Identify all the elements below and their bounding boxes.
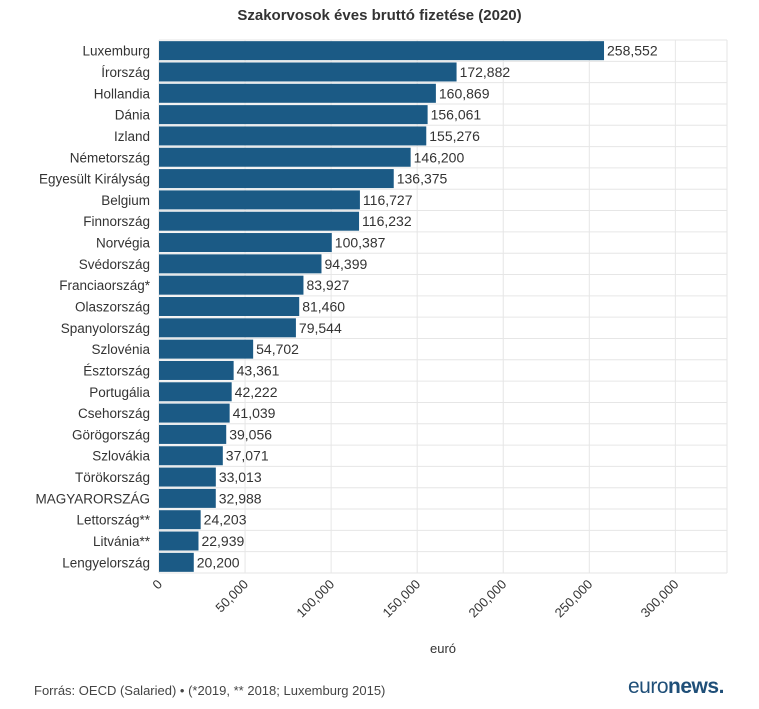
bar bbox=[159, 105, 428, 125]
category-labels: Luxemburg Írország Hollandia Dánia Izland Ném… bbox=[35, 44, 150, 571]
bar-value-label: 43,361 bbox=[237, 362, 280, 378]
category-label: Spanyolország bbox=[61, 321, 150, 336]
category-label: Törökország bbox=[75, 470, 150, 485]
category-label: Belgium bbox=[101, 193, 150, 208]
bar bbox=[159, 169, 394, 189]
category-label: Egyesült Királyság bbox=[39, 172, 150, 187]
category-label: Norvégia bbox=[96, 236, 151, 251]
category-label: Szlovákia bbox=[92, 449, 150, 464]
bar bbox=[159, 424, 227, 444]
category-label: Svédország bbox=[79, 257, 150, 272]
bar bbox=[159, 552, 194, 572]
bar bbox=[159, 254, 322, 274]
source-note: Forrás: OECD (Salaried) • (*2019, ** 201… bbox=[34, 683, 386, 698]
bar-value-label: 54,702 bbox=[256, 341, 299, 357]
category-label: Franciaország* bbox=[59, 278, 151, 293]
category-label: Lettország** bbox=[76, 513, 150, 528]
bar-value-label: 32,988 bbox=[219, 490, 262, 506]
bar-value-label: 116,232 bbox=[362, 213, 412, 229]
value-labels: 258,552 172,882 160,869 156,061 155,276 146,2… bbox=[197, 43, 658, 571]
bar-value-label: 116,727 bbox=[363, 192, 413, 208]
bar-value-label: 81,460 bbox=[302, 299, 345, 315]
x-tick-label: 300,000 bbox=[638, 577, 682, 621]
bar bbox=[159, 510, 201, 530]
bar-value-label: 136,375 bbox=[397, 171, 448, 187]
category-label: Hollandia bbox=[94, 86, 151, 101]
bar-value-label: 79,544 bbox=[299, 320, 342, 336]
bar bbox=[159, 446, 223, 466]
bar-value-label: 42,222 bbox=[235, 384, 278, 400]
logo-text-light: euro bbox=[628, 675, 669, 698]
category-label: Portugália bbox=[89, 385, 150, 400]
bar bbox=[159, 467, 216, 487]
category-label: Csehország bbox=[78, 406, 150, 421]
bar bbox=[159, 126, 427, 146]
bar bbox=[159, 360, 234, 380]
category-label: Finnország bbox=[83, 214, 150, 229]
bar-value-label: 156,061 bbox=[431, 107, 482, 123]
bar-value-label: 146,200 bbox=[414, 149, 465, 165]
bar bbox=[159, 147, 411, 167]
bar-value-label: 33,013 bbox=[219, 469, 262, 485]
category-label: Dánia bbox=[115, 108, 151, 123]
bar-value-label: 41,039 bbox=[233, 405, 276, 421]
bar bbox=[159, 233, 332, 253]
chart-title: Szakorvosok éves bruttó fizetése (2020) bbox=[237, 7, 522, 24]
logo-dot: . bbox=[718, 675, 725, 698]
x-tick-label: 200,000 bbox=[466, 577, 510, 621]
bar bbox=[159, 297, 300, 316]
bar-value-label: 24,203 bbox=[204, 512, 247, 528]
bar-value-label: 83,927 bbox=[306, 277, 349, 293]
x-tick-label: 0 bbox=[149, 577, 165, 593]
bar-value-label: 94,399 bbox=[324, 256, 367, 272]
category-label: Luxemburg bbox=[82, 44, 150, 59]
bar-value-label: 22,939 bbox=[201, 533, 244, 549]
bar bbox=[159, 211, 360, 231]
category-label: Litvánia** bbox=[93, 534, 151, 549]
x-tick-label: 100,000 bbox=[293, 577, 337, 621]
category-label: Olaszország bbox=[75, 300, 150, 315]
bar-value-label: 37,071 bbox=[226, 448, 269, 464]
bar bbox=[159, 339, 254, 359]
bar bbox=[159, 318, 296, 338]
bar bbox=[159, 62, 457, 82]
x-tick-label: 250,000 bbox=[552, 577, 596, 621]
x-axis-title: euró bbox=[430, 641, 456, 656]
bar-value-label: 20,200 bbox=[197, 554, 240, 570]
bar bbox=[159, 403, 230, 423]
bar bbox=[159, 41, 605, 61]
category-label: Izland bbox=[114, 129, 150, 144]
bar-value-label: 258,552 bbox=[607, 43, 658, 59]
bar bbox=[159, 531, 199, 551]
x-axis-ticks: 0 50,000 100,000 150,000 200,000 250,000 300,0… bbox=[149, 577, 681, 621]
bar bbox=[159, 83, 436, 103]
category-label: Írország bbox=[101, 65, 150, 80]
category-label: Görögország bbox=[72, 427, 150, 442]
bar-value-label: 100,387 bbox=[335, 235, 386, 251]
category-label: Szlovénia bbox=[91, 342, 150, 357]
bar bbox=[159, 275, 304, 295]
bar-value-label: 160,869 bbox=[439, 85, 490, 101]
category-label: Németország bbox=[70, 150, 150, 165]
logo-text-bold: news bbox=[668, 675, 719, 698]
x-tick-label: 150,000 bbox=[379, 577, 423, 621]
euronews-logo: euronews. bbox=[628, 676, 724, 697]
category-label: Lengyelország bbox=[62, 555, 150, 570]
bar-value-label: 172,882 bbox=[460, 64, 511, 80]
bar-value-label: 39,056 bbox=[229, 426, 272, 442]
bar-value-label: 155,276 bbox=[429, 128, 480, 144]
category-label: Észtország bbox=[83, 363, 150, 378]
bar bbox=[159, 382, 232, 402]
x-tick-label: 50,000 bbox=[212, 577, 251, 616]
bar bbox=[159, 488, 216, 508]
category-label: MAGYARORSZÁG bbox=[35, 491, 150, 506]
bar bbox=[159, 190, 360, 210]
bars bbox=[159, 41, 605, 572]
